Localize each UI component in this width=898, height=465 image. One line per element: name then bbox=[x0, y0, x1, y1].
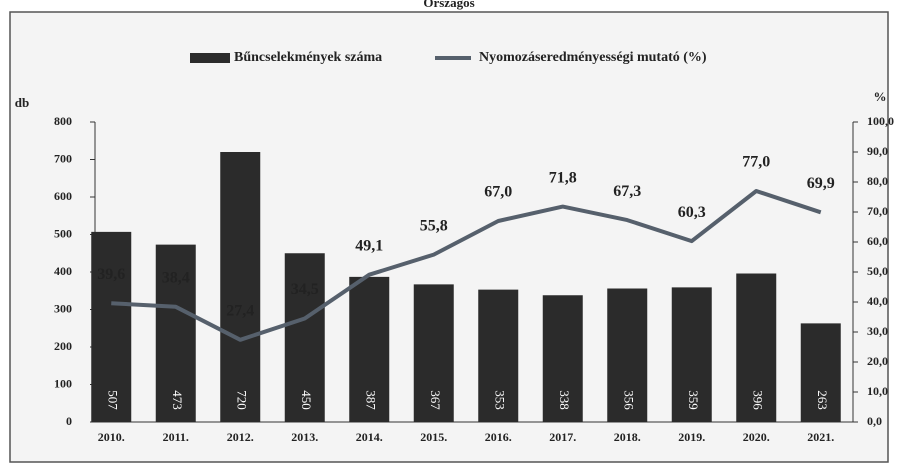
bar-value-label: 387 bbox=[363, 390, 378, 410]
y2-tick-label: 10,0 bbox=[867, 384, 888, 398]
y2-tick-label: 100,0 bbox=[867, 114, 894, 128]
x-tick-label: 2021. bbox=[807, 430, 834, 444]
x-tick-label: 2016. bbox=[485, 430, 512, 444]
y2-tick-label: 40,0 bbox=[867, 294, 888, 308]
bar-value-label: 338 bbox=[557, 390, 572, 410]
x-tick-label: 2019. bbox=[678, 430, 705, 444]
y2-tick-label: 20,0 bbox=[867, 354, 888, 368]
line-value-label: 55,8 bbox=[420, 217, 448, 234]
line-value-label: 67,3 bbox=[613, 183, 641, 200]
legend-label: Nyomozáseredményességi mutató (%) bbox=[479, 50, 707, 65]
line bbox=[111, 189, 822, 342]
bar bbox=[349, 276, 390, 422]
y2-tick-label: 60,0 bbox=[867, 234, 888, 248]
line-value-label: 69,9 bbox=[807, 175, 835, 192]
bar bbox=[413, 284, 454, 422]
line-value-label: 49,1 bbox=[355, 237, 383, 254]
legend-label: Bűncselekmények száma bbox=[234, 50, 382, 65]
bar-value-label: 367 bbox=[428, 390, 443, 410]
x-tick-label: 2015. bbox=[420, 430, 447, 444]
y-tick-label: 800 bbox=[54, 114, 72, 128]
bar-value-label: 720 bbox=[234, 390, 249, 410]
y2-tick-label: 70,0 bbox=[867, 204, 888, 218]
bar-value-label: 263 bbox=[815, 390, 830, 410]
y-tick-label: 100 bbox=[54, 376, 72, 390]
bar bbox=[284, 253, 325, 422]
y2-tick-label: 0,0 bbox=[867, 414, 882, 428]
y-tick-label: 600 bbox=[54, 189, 72, 203]
bar bbox=[800, 323, 841, 422]
bar bbox=[542, 295, 583, 422]
x-tick-label: 2013. bbox=[291, 430, 318, 444]
x-tick-label: 2012. bbox=[227, 430, 254, 444]
bar bbox=[736, 273, 777, 422]
line-value-label: 71,8 bbox=[549, 169, 577, 186]
line-value-label: 27,4 bbox=[226, 302, 254, 319]
legend-swatch bbox=[190, 53, 230, 63]
bar bbox=[607, 288, 648, 422]
line-value-label: 38,4 bbox=[162, 269, 190, 286]
y2-tick-label: 30,0 bbox=[867, 324, 888, 338]
bar bbox=[220, 152, 261, 422]
y2-tick-label: 90,0 bbox=[867, 144, 888, 158]
bar-value-label: 359 bbox=[686, 390, 701, 410]
bar-value-label: 450 bbox=[299, 390, 314, 410]
line-value-label: 60,3 bbox=[678, 204, 706, 221]
line-value-label: 77,0 bbox=[742, 154, 770, 171]
bar bbox=[91, 231, 132, 422]
bar-value-label: 356 bbox=[621, 390, 636, 410]
line-value-label: 39,6 bbox=[97, 266, 125, 283]
x-tick-label: 2020. bbox=[743, 430, 770, 444]
y-tick-label: 200 bbox=[54, 339, 72, 353]
bar-value-label: 507 bbox=[105, 390, 120, 410]
x-tick-label: 2010. bbox=[98, 430, 125, 444]
y-tick-label: 300 bbox=[54, 301, 72, 315]
x-tick-label: 2017. bbox=[549, 430, 576, 444]
bar bbox=[155, 244, 196, 422]
y2-tick-label: 80,0 bbox=[867, 174, 888, 188]
x-tick-label: 2011. bbox=[163, 430, 189, 444]
y-axis-label: db bbox=[15, 95, 29, 110]
bar-value-label: 353 bbox=[492, 390, 507, 410]
y2-axis-label: % bbox=[874, 89, 887, 104]
bar bbox=[478, 289, 519, 422]
bar-value-label: 396 bbox=[750, 390, 765, 410]
chart-title: Országos bbox=[423, 0, 474, 10]
y-tick-label: 500 bbox=[54, 226, 72, 240]
bar bbox=[671, 287, 712, 422]
bar-value-label: 473 bbox=[170, 390, 185, 410]
y-tick-label: 400 bbox=[54, 264, 72, 278]
y2-tick-label: 50,0 bbox=[867, 264, 888, 278]
x-tick-label: 2018. bbox=[614, 430, 641, 444]
line-value-label: 34,5 bbox=[291, 281, 319, 298]
y-tick-label: 0 bbox=[66, 414, 72, 428]
y-tick-label: 700 bbox=[54, 151, 72, 165]
x-tick-label: 2014. bbox=[356, 430, 383, 444]
line-value-label: 67,0 bbox=[484, 184, 512, 201]
